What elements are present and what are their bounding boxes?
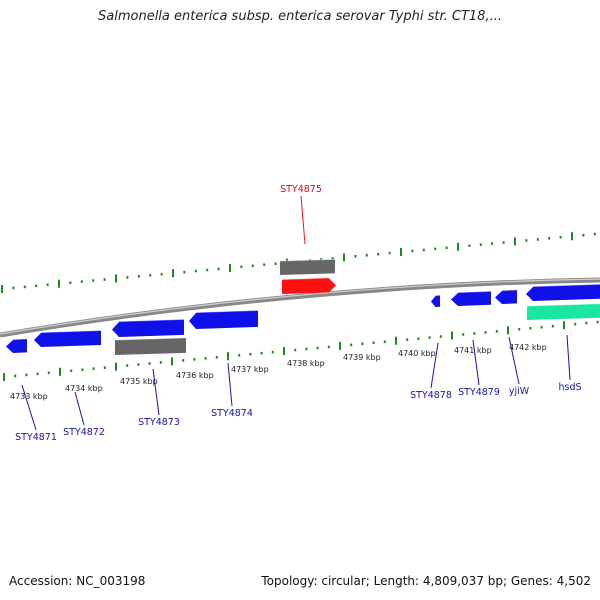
genome-backbone <box>0 277 600 338</box>
leader-line-sty4871 <box>21 384 37 431</box>
gene-arrow-sty4871 <box>6 339 27 353</box>
upper-tick-track <box>1 232 596 293</box>
gene-label-yjiw[interactable]: yjiW <box>509 386 530 397</box>
leader-line-yjiw <box>508 336 520 385</box>
gene-arrow-sty4874 <box>189 310 258 329</box>
kbp-tick-label: 4733 kbp <box>10 392 48 401</box>
gene-label-sty4875[interactable]: STY4875 <box>280 184 322 195</box>
leader-line-sty4872 <box>74 391 85 426</box>
gene-arrow-sty4875 <box>282 278 336 294</box>
kbp-tick-label: 4735 kbp <box>120 377 158 386</box>
lower-tick-track <box>3 320 599 381</box>
leader-line-hsds <box>566 334 571 381</box>
map-title: Salmonella enterica subsp. enterica sero… <box>98 9 502 24</box>
green-block-hsds <box>527 303 600 320</box>
kbp-tick-label: 4740 kbp <box>398 349 436 358</box>
gene-arrow-yjiw <box>495 290 517 304</box>
leader-line-sty4878 <box>430 342 439 389</box>
gene-arrow-sty4879 <box>451 291 491 306</box>
genome-stats-text: Topology: circular; Length: 4,809,037 bp… <box>261 574 591 588</box>
gene-labels: STY4871 STY4872 STY4873 STY4874 STY4875 STY48… <box>15 184 581 443</box>
kbp-tick-label: 4734 kbp <box>65 384 103 393</box>
leader-line-sty4873 <box>152 368 160 416</box>
gene-arrow-sty4873 <box>112 319 184 337</box>
gene-arrow-sty4872 <box>34 330 101 347</box>
leader-line-sty4875 <box>300 195 306 245</box>
grey-block-sty4873 <box>115 337 186 355</box>
gene-label-sty4879[interactable]: STY4879 <box>458 387 500 398</box>
gene-arrow-hsds <box>526 284 600 301</box>
kbp-tick-label: 4737 kbp <box>231 365 269 374</box>
gene-label-sty4874[interactable]: STY4874 <box>211 408 253 419</box>
leader-line-sty4879 <box>472 339 480 386</box>
gene-label-sty4873[interactable]: STY4873 <box>138 417 180 428</box>
ruler-labels: 4733 kbp 4734 kbp 4735 kbp 4736 kbp 4737 kbp… <box>10 343 547 401</box>
grey-block-sty4875 <box>280 259 335 275</box>
feature-track <box>6 258 600 355</box>
kbp-tick-label: 4742 kbp <box>509 343 547 352</box>
gene-label-sty4871[interactable]: STY4871 <box>15 432 57 443</box>
kbp-tick-label: 4741 kbp <box>454 346 492 355</box>
gene-label-hsds[interactable]: hsdS <box>558 382 581 393</box>
gene-arrow-sty4878 <box>431 295 440 307</box>
gene-label-sty4878[interactable]: STY4878 <box>410 390 452 401</box>
kbp-tick-label: 4738 kbp <box>287 359 325 368</box>
gene-label-sty4872[interactable]: STY4872 <box>63 427 105 438</box>
kbp-tick-label: 4739 kbp <box>343 353 381 362</box>
leader-line-sty4874 <box>227 362 233 407</box>
accession-text: Accession: NC_003198 <box>9 574 146 588</box>
kbp-tick-label: 4736 kbp <box>176 371 214 380</box>
